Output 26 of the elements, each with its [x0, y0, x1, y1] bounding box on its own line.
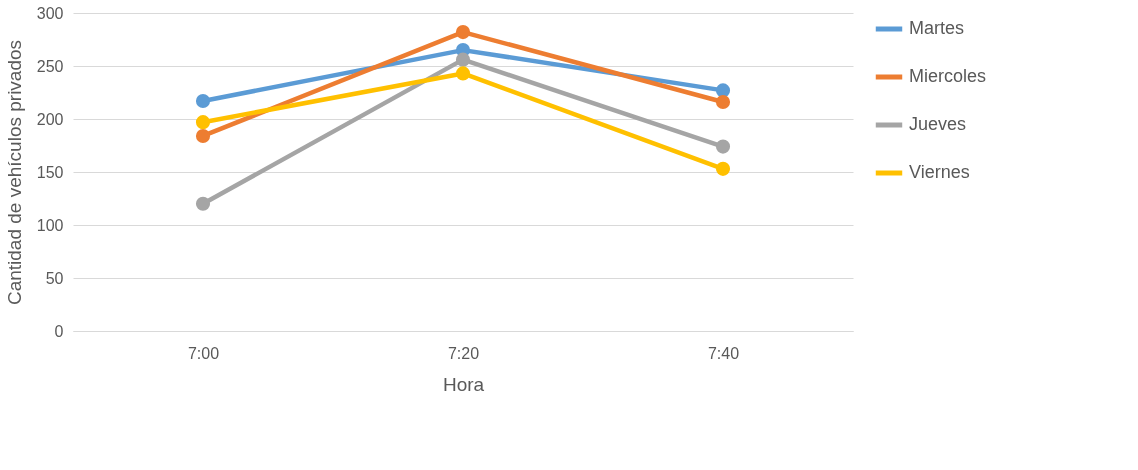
point [195, 93, 211, 109]
point [195, 115, 211, 130]
point [455, 52, 471, 67]
x-tick-label: 7:00 [187, 344, 220, 362]
legend-label: Martes [909, 18, 965, 38]
point [715, 161, 731, 176]
y-tick-label: 250 [36, 57, 64, 75]
x-tick-label: 7:20 [447, 344, 480, 362]
y-tick-label: 200 [36, 110, 64, 128]
point [195, 196, 211, 211]
x-axis-title: Hora [442, 373, 485, 395]
y-tick-label: 100 [36, 216, 64, 234]
y-tick-label: 300 [36, 4, 64, 22]
y-tick-label: 150 [36, 163, 64, 181]
point [455, 25, 471, 40]
point [195, 128, 211, 144]
legend-label: Miercoles [909, 66, 987, 86]
y-tick-label: 0 [54, 322, 64, 340]
y-tick-label: 50 [45, 269, 64, 287]
point [715, 94, 731, 110]
point [455, 66, 471, 81]
legend-label: Viernes [909, 162, 970, 182]
point [715, 139, 731, 154]
legend-label: Jueves [909, 114, 967, 134]
y-axis-title: Cantidad de vehículos privados [3, 39, 25, 306]
x-tick-label: 7:40 [707, 344, 740, 362]
